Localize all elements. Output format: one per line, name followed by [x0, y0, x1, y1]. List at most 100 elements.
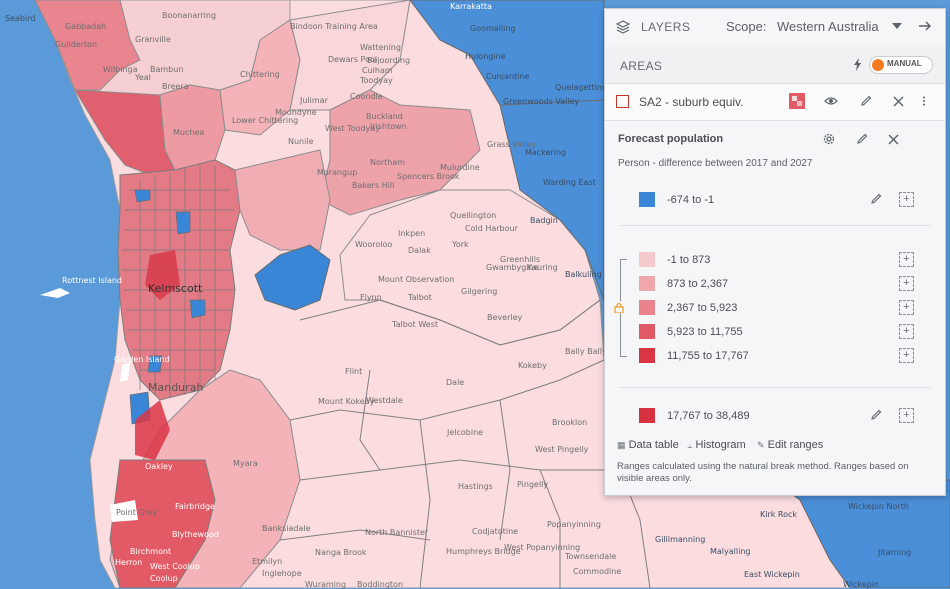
place-label: Kirk Rock — [760, 510, 798, 519]
place-label: Malyalling — [710, 547, 751, 556]
place-label: Etmilyn — [252, 557, 283, 566]
place-label: Morangup — [317, 168, 358, 177]
place-label: Popanyinning — [547, 520, 601, 529]
place-label: Fairbridge — [175, 502, 215, 511]
place-label: Beverley — [487, 313, 523, 322]
place-label: Culham — [362, 66, 393, 75]
edit-ranges-link[interactable]: ✎ Edit ranges — [757, 439, 823, 451]
edit-range-icon[interactable] — [869, 408, 883, 422]
range-label: 2,367 to 5,923 — [667, 302, 738, 314]
place-label: Gillimanning — [655, 535, 706, 544]
place-label: Mount Kokeby — [318, 397, 375, 406]
range-row-negative[interactable]: -674 to -1 + — [605, 189, 945, 211]
scope-value[interactable]: Western Australia — [777, 19, 879, 34]
settings-gear-icon[interactable] — [821, 131, 837, 147]
place-label: Flint — [345, 367, 363, 376]
region-perth-inner-red — [145, 250, 180, 300]
place-label: Bambun — [150, 65, 184, 74]
lightning-icon[interactable] — [851, 57, 863, 71]
place-label: Jitarning — [878, 548, 912, 557]
place-label: Kelmscott — [148, 282, 203, 295]
remove-layer-icon[interactable] — [891, 94, 905, 108]
place-label: Wooroloo — [355, 240, 393, 249]
close-indicator-icon[interactable] — [886, 132, 900, 146]
region-peel-red — [109, 459, 216, 588]
range-row[interactable]: -1 to 873 + — [605, 249, 945, 271]
add-range-icon[interactable]: + — [899, 408, 914, 423]
layer-name: SA2 - suburb equiv. — [639, 95, 744, 109]
place-label: Flynn — [360, 293, 382, 302]
place-label: Point Grey — [116, 508, 158, 517]
range-label: 11,755 to 17,767 — [667, 350, 749, 362]
divider — [619, 387, 931, 388]
mode-toggle[interactable]: MANUAL — [869, 56, 933, 74]
range-row-top[interactable]: 17,767 to 38,489 + — [605, 405, 945, 427]
histogram-link[interactable]: ⫠ Histogram — [687, 439, 746, 451]
range-row[interactable]: 11,755 to 17,767 + — [605, 345, 945, 367]
place-label: Dalak — [408, 246, 431, 255]
add-range-icon[interactable]: + — [899, 324, 914, 339]
range-swatch — [639, 348, 655, 363]
place-label: Gwambygine — [486, 263, 539, 272]
histogram-icon: ⫠ — [687, 440, 693, 450]
place-label: West Coolup — [150, 562, 200, 571]
scope-dropdown-icon[interactable] — [891, 20, 903, 32]
data-table-label: Data table — [628, 439, 679, 451]
eye-icon[interactable] — [823, 94, 839, 108]
edit-range-icon[interactable] — [869, 192, 883, 206]
place-label: Kokeby — [518, 361, 547, 370]
layer-visibility-checkbox[interactable] — [616, 95, 629, 108]
layer-map-thumbnail-icon[interactable] — [789, 93, 805, 109]
place-label: Hulongine — [465, 52, 506, 61]
place-label: Gabbadah — [65, 22, 107, 31]
place-label: Banksiadale — [262, 524, 311, 533]
edit-layer-icon[interactable] — [859, 94, 873, 108]
place-label: Cold Harbour — [465, 224, 518, 233]
place-label: Warding East — [543, 178, 596, 187]
place-label: Buckland — [366, 112, 403, 121]
add-range-icon[interactable]: + — [899, 192, 914, 207]
range-row[interactable]: 5,923 to 11,755 + — [605, 321, 945, 343]
place-label: Granville — [135, 35, 171, 44]
areas-title: AREAS — [620, 59, 663, 73]
place-label: Karrakatta — [450, 2, 492, 11]
place-label: Humphreys Bridge — [446, 547, 521, 556]
add-range-icon[interactable]: + — [899, 252, 914, 267]
range-row[interactable]: 2,367 to 5,923 + — [605, 297, 945, 319]
add-range-icon[interactable]: + — [899, 300, 914, 315]
lock-icon[interactable] — [613, 301, 625, 313]
range-label: 873 to 2,367 — [667, 278, 729, 290]
divider — [619, 225, 931, 226]
place-label: Bejoording — [367, 56, 411, 65]
edit-ranges-label: Edit ranges — [767, 439, 824, 451]
collapse-panel-icon[interactable] — [917, 18, 933, 34]
edit-indicator-icon[interactable] — [855, 132, 869, 146]
more-options-icon[interactable] — [919, 94, 929, 108]
region-coastal-red — [135, 400, 170, 460]
place-label: Bally Bally — [565, 347, 607, 356]
histogram-label: Histogram — [695, 439, 746, 451]
add-range-icon[interactable]: + — [899, 348, 914, 363]
place-label: Cunjardine — [486, 72, 530, 81]
place-label: Jelcobine — [447, 428, 484, 437]
place-label: Brooklon — [552, 418, 588, 427]
range-row[interactable]: 873 to 2,367 + — [605, 273, 945, 295]
place-label: Dale — [446, 378, 465, 387]
add-range-icon[interactable]: + — [899, 276, 914, 291]
place-label: Inkpen — [398, 229, 426, 238]
place-label: Spencers Brook — [397, 172, 460, 181]
layer-row[interactable]: SA2 - suburb equiv. — [605, 84, 945, 121]
place-label: Inglehope — [262, 569, 302, 578]
place-label: Grass Valley — [487, 140, 537, 149]
place-label: Hastings — [458, 482, 493, 491]
place-label: Yeal — [135, 73, 151, 82]
point-grey — [110, 500, 138, 522]
data-table-link[interactable]: ▦ Data table — [617, 439, 679, 451]
rural-boundaries — [279, 299, 651, 588]
place-label: Codjatotine — [472, 527, 519, 536]
range-swatch — [639, 276, 655, 291]
range-swatch — [639, 408, 655, 423]
place-label: Goomalling — [470, 24, 516, 33]
range-label: 17,767 to 38,489 — [667, 410, 750, 422]
ranges-note: Ranges calculated using the natural brea… — [617, 461, 909, 484]
